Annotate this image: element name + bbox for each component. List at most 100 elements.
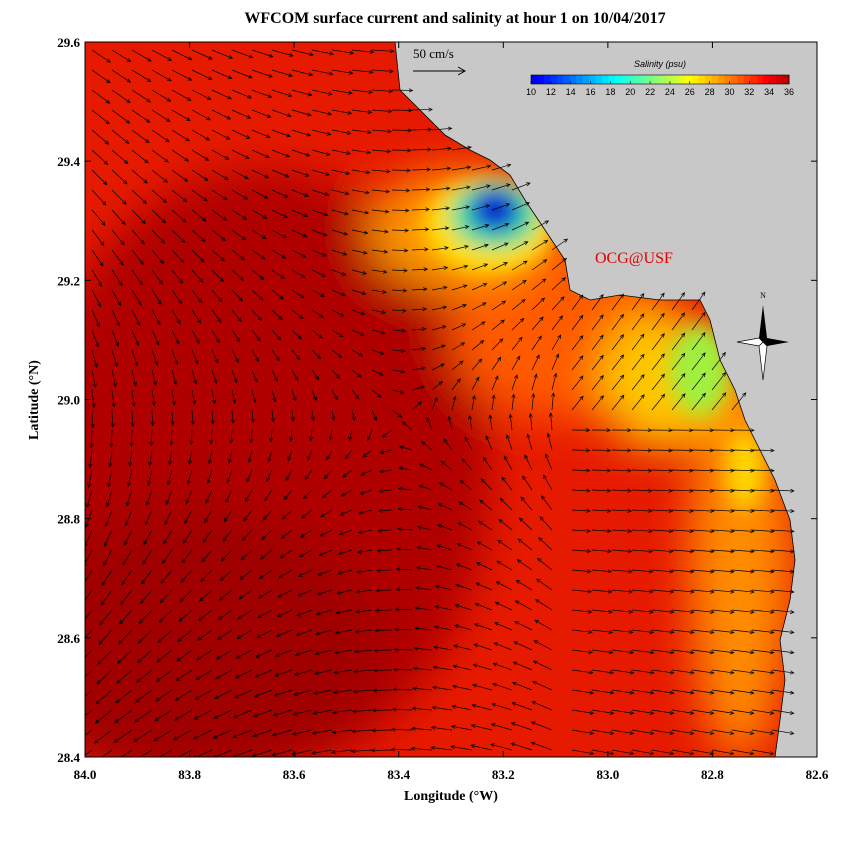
current-arrow: [411, 401, 423, 411]
current-arrow: [151, 309, 161, 326]
current-arrow: [436, 544, 453, 551]
current-arrow: [85, 589, 93, 601]
current-arrow: [289, 429, 294, 442]
current-arrow: [111, 129, 130, 144]
current-arrow: [195, 669, 213, 681]
current-arrow: [731, 569, 755, 574]
current-arrow: [273, 689, 293, 697]
current-arrow: [631, 313, 645, 331]
current-arrow: [372, 688, 393, 693]
current-arrow: [210, 409, 215, 425]
current-arrow: [471, 283, 488, 291]
current-arrow: [180, 569, 193, 583]
current-arrow: [279, 549, 293, 559]
current-arrow: [392, 667, 413, 672]
current-arrow: [131, 249, 144, 265]
current-arrow: [391, 208, 410, 213]
current-arrow: [731, 589, 755, 594]
current-arrow: [171, 329, 180, 345]
current-arrow: [120, 589, 133, 605]
current-arrow: [535, 599, 553, 611]
current-arrow: [371, 109, 393, 114]
current-arrow: [611, 313, 624, 331]
current-arrow: [331, 349, 343, 359]
current-arrow: [295, 629, 313, 637]
current-arrow: [331, 129, 352, 135]
current-arrow: [89, 429, 94, 449]
current-arrow: [631, 709, 655, 715]
current-arrow: [471, 394, 476, 411]
current-arrow: [512, 661, 533, 671]
current-arrow: [142, 549, 153, 565]
current-arrow: [571, 294, 584, 311]
current-arrow: [256, 629, 273, 638]
current-arrow: [651, 353, 665, 371]
current-arrow: [691, 649, 715, 655]
current-arrow: [375, 588, 393, 593]
current-arrow: [215, 649, 233, 660]
current-arrow: [251, 169, 270, 179]
current-arrow: [85, 689, 93, 697]
current-arrow: [107, 469, 113, 488]
current-arrow: [571, 508, 591, 513]
current-arrow: [171, 249, 185, 264]
current-arrow: [333, 669, 353, 675]
current-arrow: [393, 647, 413, 652]
current-arrow: [171, 49, 193, 61]
current-arrow: [671, 448, 694, 453]
current-arrow: [411, 147, 432, 152]
current-arrow: [491, 394, 496, 411]
current-arrow: [371, 409, 377, 422]
current-arrow: [179, 589, 193, 603]
current-arrow: [453, 624, 473, 631]
current-arrow: [291, 109, 312, 117]
current-arrow: [219, 569, 233, 582]
current-arrow: [211, 49, 234, 59]
current-arrow: [251, 189, 269, 199]
current-arrow: [591, 589, 613, 594]
current-arrow: [530, 741, 553, 751]
current-arrow: [470, 744, 493, 751]
current-arrow: [611, 293, 624, 311]
current-arrow: [464, 436, 473, 451]
current-arrow: [135, 689, 153, 703]
current-arrow: [311, 249, 327, 257]
current-arrow: [149, 429, 154, 447]
current-arrow: [120, 749, 133, 757]
current-arrow: [491, 319, 505, 331]
x-tick-label: 82.8: [701, 767, 724, 782]
colorbar-swatch: [692, 75, 700, 84]
current-arrow: [331, 369, 341, 380]
current-arrow: [711, 549, 735, 554]
current-arrow: [151, 249, 165, 265]
current-arrow: [731, 392, 747, 411]
current-arrow: [291, 289, 305, 299]
current-arrow: [591, 528, 612, 534]
current-arrow: [251, 289, 264, 301]
current-arrow: [269, 429, 274, 443]
current-arrow: [631, 293, 645, 311]
current-arrow: [691, 549, 715, 554]
current-arrow: [351, 329, 365, 336]
current-arrow: [212, 729, 233, 739]
current-arrow: [131, 269, 143, 286]
current-arrow: [419, 463, 433, 471]
current-arrow: [651, 292, 665, 311]
current-arrow: [134, 709, 153, 723]
current-arrow: [431, 126, 453, 131]
current-arrow: [378, 469, 393, 474]
current-arrow: [472, 663, 493, 671]
current-arrow: [511, 260, 528, 271]
colorbar-swatch: [537, 75, 545, 84]
current-arrow: [171, 349, 179, 366]
current-arrow: [433, 625, 453, 631]
current-arrow: [451, 378, 461, 391]
current-arrow: [91, 249, 104, 267]
current-arrow: [411, 247, 429, 252]
current-arrow: [332, 689, 353, 695]
current-arrow: [651, 549, 674, 554]
current-arrow: [91, 309, 100, 328]
current-arrow: [631, 353, 645, 371]
current-arrow: [591, 354, 604, 371]
current-arrow: [391, 409, 403, 418]
